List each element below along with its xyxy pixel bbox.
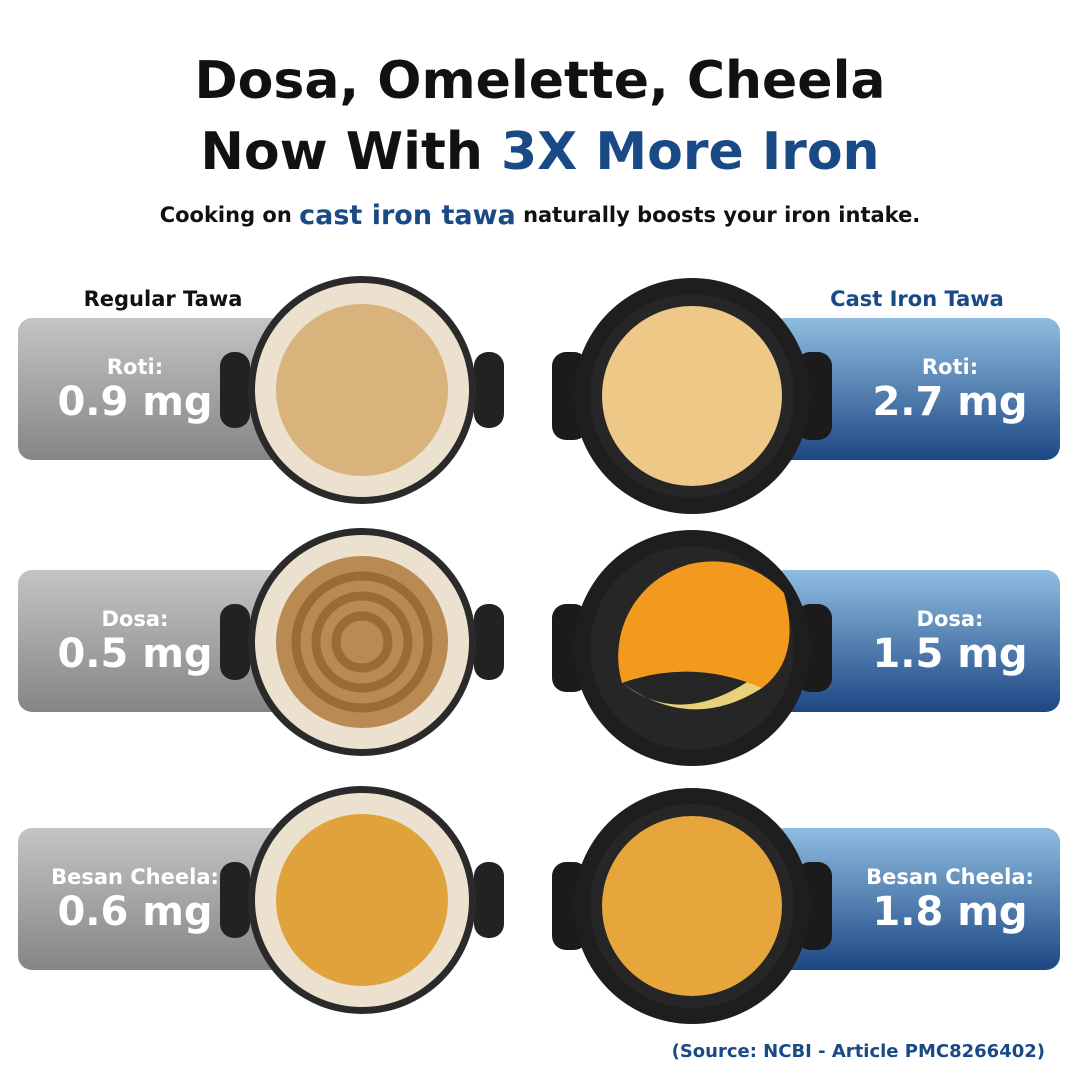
pan-handle (474, 862, 504, 938)
source: (Source: NCBI - Article PMC8266402) (672, 1041, 1045, 1062)
item-name: Besan Cheela: (51, 865, 219, 889)
title-line1: Dosa, Omelette, Cheela (194, 51, 885, 111)
pan-handle (474, 604, 504, 680)
cast-iron-box (770, 828, 1060, 970)
food (276, 304, 448, 476)
pan-handle (220, 604, 250, 680)
subtitle-highlight: cast iron tawa (299, 200, 516, 231)
food (602, 306, 782, 486)
subtitle-suffix: naturally boosts your iron intake. (523, 203, 920, 227)
dosa-swirl (291, 571, 433, 713)
title-highlight: 3X More Iron (501, 122, 880, 182)
pan-handle (220, 862, 250, 938)
title-line2: Now With 3X More Iron (200, 122, 879, 182)
item-value: 0.5 mg (57, 631, 212, 677)
food (276, 814, 448, 986)
item-value: 0.6 mg (57, 889, 212, 935)
column-label: Cast Iron Tawa (830, 287, 1004, 311)
item-value: 1.8 mg (872, 889, 1027, 935)
item-name: Roti: (107, 355, 163, 379)
title-prefix: Now With (200, 122, 482, 182)
dosa-swirl (331, 611, 393, 673)
cast-iron-box (770, 318, 1060, 460)
subtitle: Cooking on cast iron tawa naturally boos… (160, 200, 921, 231)
pan-handle (474, 352, 504, 428)
cast-iron-box (770, 570, 1060, 712)
item-value: 1.5 mg (872, 631, 1027, 677)
item-name: Besan Cheela: (866, 865, 1034, 889)
subtitle-prefix: Cooking on (160, 203, 292, 227)
dosa (618, 561, 790, 688)
food (276, 556, 448, 728)
food (602, 816, 782, 996)
item-name: Dosa: (102, 607, 169, 631)
item-value: 0.9 mg (57, 379, 212, 425)
dosa-swirl (311, 591, 413, 693)
column-label: Regular Tawa (84, 287, 243, 311)
dosa-filling (622, 653, 784, 710)
pan-handle (220, 352, 250, 428)
item-name: Dosa: (917, 607, 984, 631)
item-value: 2.7 mg (872, 379, 1027, 425)
item-name: Roti: (922, 355, 978, 379)
